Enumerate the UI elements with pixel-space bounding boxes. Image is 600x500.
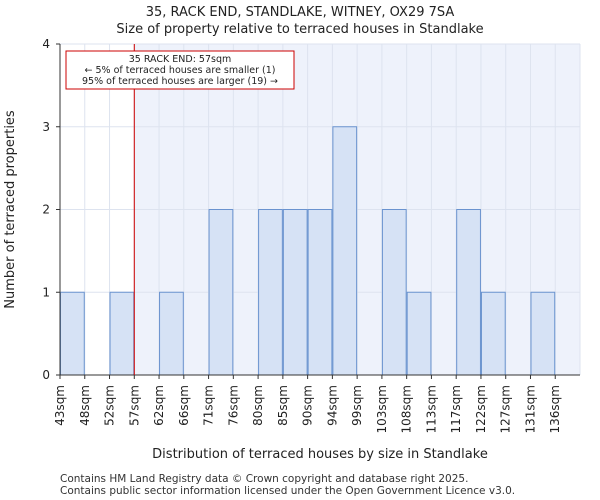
bar [456,209,481,376]
bar [406,291,432,376]
bar [332,126,358,376]
bar [109,291,135,376]
footer-line-1: Contains HM Land Registry data © Crown c… [60,473,469,485]
x-tick-label: 117sqm [449,385,463,433]
bar [381,209,407,376]
y-tick-label: 3 [42,120,50,134]
x-tick-label: 66sqm [177,385,191,426]
bar [208,209,234,376]
y-axis-label: Number of terraced properties [3,110,18,309]
bar [307,209,333,376]
x-tick-label: 103sqm [375,385,389,433]
x-tick-label: 71sqm [202,385,216,426]
x-tick-label: 94sqm [325,385,339,426]
annotation-line: 95% of terraced houses are larger (19) → [82,76,278,87]
x-tick-label: 131sqm [523,385,537,433]
y-tick-label: 2 [42,203,50,217]
bar [530,291,556,376]
bar [159,291,184,376]
x-tick-label: 85sqm [276,385,290,426]
x-tick-label: 90sqm [301,385,315,426]
x-tick-label: 76sqm [226,385,240,426]
footer-line-2: Contains public sector information licen… [60,485,516,497]
annotation-line: ← 5% of terraced houses are smaller (1) [85,65,276,76]
x-tick-label: 57sqm [127,385,141,426]
x-tick-label: 80sqm [251,385,265,426]
x-tick-label: 136sqm [548,385,562,433]
x-tick-label: 99sqm [350,385,364,426]
chart-title: 35, RACK END, STANDLAKE, WITNEY, OX29 7S… [145,5,455,20]
bar [258,209,283,376]
annotation-line: 35 RACK END: 57sqm [129,54,232,65]
annotation-box [65,50,295,90]
chart-subtitle: Size of property relative to terraced ho… [116,22,484,37]
x-axis-label: Distribution of terraced houses by size … [152,447,488,462]
y-tick-label: 1 [42,285,50,299]
x-tick-label: 108sqm [400,385,414,433]
y-tick-label: 0 [42,368,50,382]
x-tick-label: 43sqm [53,385,67,426]
y-tick-label: 4 [42,37,50,51]
bar [60,291,85,376]
x-tick-label: 127sqm [499,385,513,433]
x-tick-label: 113sqm [424,385,438,433]
x-tick-label: 62sqm [152,385,166,426]
x-tick-label: 52sqm [103,385,117,426]
x-tick-label: 122sqm [474,385,488,433]
x-tick-label: 48sqm [78,385,92,426]
bar [282,209,308,376]
bar [480,291,506,376]
